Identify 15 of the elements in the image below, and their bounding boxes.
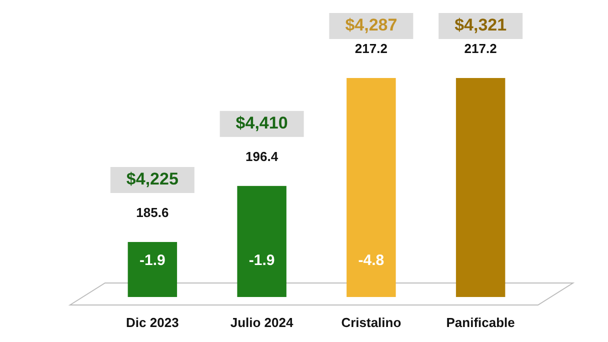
annotation: -1.9 (248, 252, 275, 269)
data-label: 196.4 (246, 148, 279, 164)
annotation: -4.8 (358, 252, 384, 269)
data-label: 217.2 (354, 41, 388, 56)
annotation: $4,410 (236, 113, 288, 132)
x-tick-label: Panificable (446, 315, 515, 330)
x-tick-label: Dic 2023 (126, 315, 179, 330)
text: $4,321 (454, 15, 507, 34)
text: $4,287 (345, 15, 398, 34)
x-tick-label: Julio 2024 (230, 315, 294, 330)
x-tick-label: Cristalino (341, 315, 402, 330)
annotation: -1.9 (139, 252, 166, 269)
annotation: $4,225 (126, 169, 178, 188)
data-label: 185.6 (136, 204, 169, 220)
data-label: 217.2 (464, 41, 497, 56)
